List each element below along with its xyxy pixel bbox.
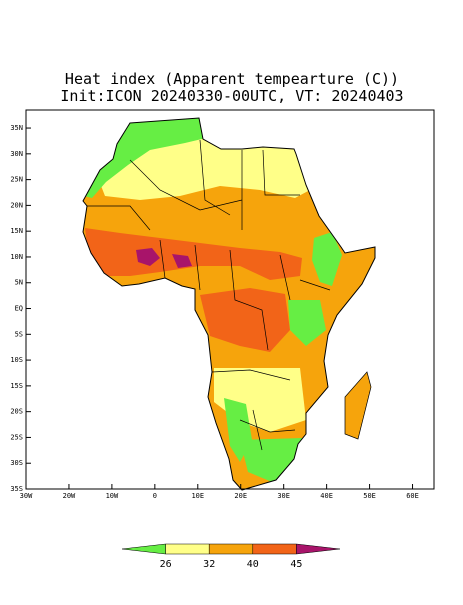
field-hot-2 (172, 254, 192, 268)
colorbar-bin (296, 543, 341, 555)
x-tick-label: 10W (106, 492, 119, 500)
y-tick-label: 5N (15, 279, 23, 287)
field-ethiopia (312, 232, 342, 286)
field-sahel (85, 228, 302, 280)
heat-field (83, 118, 375, 489)
title: Heat index (Apparent tempearture (C)) (65, 70, 399, 88)
field-east-africa (288, 300, 326, 346)
y-tick-label: 20S (10, 408, 23, 416)
colorbar-label: 26 (160, 559, 172, 570)
x-tick-label: 50E (363, 492, 376, 500)
y-tick-label: 30N (10, 150, 23, 158)
x-tick-label: 20W (63, 492, 76, 500)
x-tick-label: 20E (234, 492, 247, 500)
x-tick-label: 30E (277, 492, 290, 500)
y-tick-label: 25N (10, 176, 23, 184)
y-tick-label: 5S (15, 330, 23, 338)
colorbar-label: 45 (290, 559, 302, 570)
x-tick-label: 60E (406, 492, 419, 500)
colorbar: 26 32 40 45 (121, 543, 341, 570)
y-tick-label: 10N (10, 253, 23, 261)
y-tick-label: 25S (10, 433, 23, 441)
y-tick-label: 20N (10, 201, 23, 209)
colorbar-bin (252, 543, 297, 555)
subtitle: Init:ICON 20240330-00UTC, VT: 20240403 (60, 87, 403, 105)
y-tick-label: 15N (10, 227, 23, 235)
x-tick-label: 0 (153, 492, 157, 500)
x-tick-label: 30W (20, 492, 33, 500)
colorbar-bin (208, 543, 254, 555)
field-north-coast (83, 118, 206, 198)
x-tick-label: 10E (191, 492, 204, 500)
y-tick-label: EQ (15, 305, 23, 313)
colorbar-label: 32 (203, 559, 215, 570)
y-tick-label: 10S (10, 356, 23, 364)
country-borders (87, 139, 331, 451)
field-congo (200, 288, 290, 352)
colorbar-bin (121, 543, 166, 555)
x-tick-label: 40E (320, 492, 333, 500)
y-tick-label: 35S (10, 485, 23, 493)
y-tick-label: 35N (10, 124, 23, 132)
colorbar-label: 40 (247, 559, 259, 570)
colorbar-bin (165, 543, 210, 555)
axes: 30W 20W 10W 0 10E 20E 30E 40E 50E 60E 35N 30N 25N 20N… (10, 124, 419, 500)
map-frame (25, 109, 435, 490)
y-tick-label: 30S (10, 459, 23, 467)
y-tick-label: 15S (10, 382, 23, 390)
field-hot-1 (136, 248, 160, 266)
madagascar-coast (344, 371, 372, 440)
